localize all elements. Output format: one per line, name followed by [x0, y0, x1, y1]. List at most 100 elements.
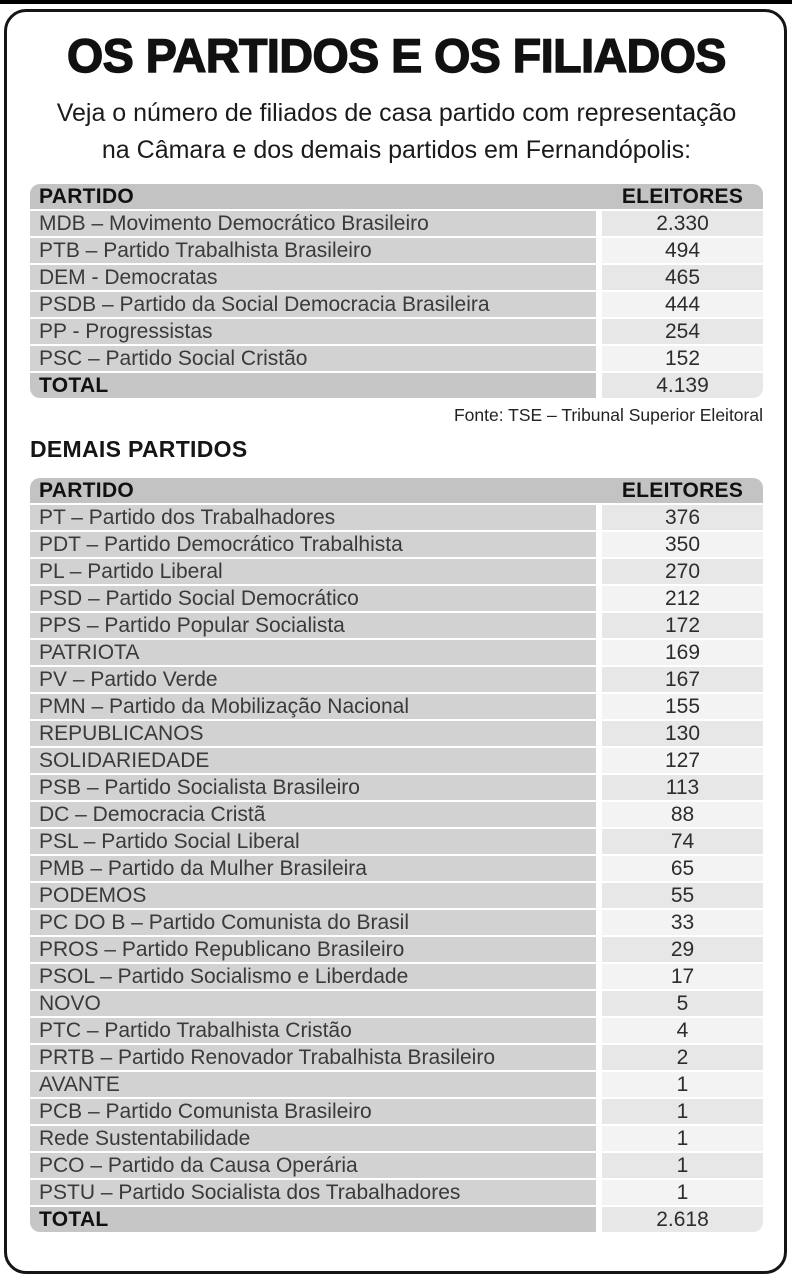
party-name-cell: PT – Partido dos Trabalhadores: [30, 505, 596, 530]
table-header-row: PARTIDO ELEITORES: [30, 478, 763, 503]
voters-count-cell: 494: [596, 238, 763, 263]
table-row: PMN – Partido da Mobilização Nacional 155: [30, 694, 763, 719]
party-name-cell: PSOL – Partido Socialismo e Liberdade: [30, 964, 596, 989]
party-name-cell: PODEMOS: [30, 883, 596, 908]
table-row: PV – Partido Verde 167: [30, 667, 763, 692]
party-name-cell: PRTB – Partido Renovador Trabalhista Bra…: [30, 1045, 596, 1070]
party-name-cell: PCO – Partido da Causa Operária: [30, 1153, 596, 1178]
party-name-cell: NOVO: [30, 991, 596, 1016]
party-name-cell: PPS – Partido Popular Socialista: [30, 613, 596, 638]
table-row: DEM - Democratas 465: [30, 265, 763, 290]
table-row: PSOL – Partido Socialismo e Liberdade 17: [30, 964, 763, 989]
table-row: PSL – Partido Social Liberal 74: [30, 829, 763, 854]
voters-count-cell: 167: [596, 667, 763, 692]
party-name-cell: PP - Progressistas: [30, 319, 596, 344]
party-name-cell: DEM - Democratas: [30, 265, 596, 290]
party-name-cell: PSB – Partido Socialista Brasileiro: [30, 775, 596, 800]
party-name-cell: PSC – Partido Social Cristão: [30, 346, 596, 371]
voters-count-cell: 2.330: [596, 211, 763, 236]
voters-count-cell: 152: [596, 346, 763, 371]
table-row: PODEMOS 55: [30, 883, 763, 908]
party-name-cell: PROS – Partido Republicano Brasileiro: [30, 937, 596, 962]
table-row: PSTU – Partido Socialista dos Trabalhado…: [30, 1180, 763, 1205]
voters-count-cell: 169: [596, 640, 763, 665]
table-row: PTB – Partido Trabalhista Brasileiro 494: [30, 238, 763, 263]
party-name-cell: AVANTE: [30, 1072, 596, 1097]
table-row: AVANTE 1: [30, 1072, 763, 1097]
table-row: PL – Partido Liberal 270: [30, 559, 763, 584]
total-label-cell: TOTAL: [30, 1207, 596, 1232]
total-value-cell: 4.139: [596, 373, 763, 398]
voters-count-cell: 172: [596, 613, 763, 638]
voters-count-cell: 254: [596, 319, 763, 344]
party-name-cell: PSL – Partido Social Liberal: [30, 829, 596, 854]
party-name-cell: PCB – Partido Comunista Brasileiro: [30, 1099, 596, 1124]
voters-count-cell: 33: [596, 910, 763, 935]
infographic-frame: OS PARTIDOS E OS FILIADOS Veja o número …: [4, 9, 787, 1274]
voters-count-cell: 1: [596, 1180, 763, 1205]
table-row: DC – Democracia Cristã 88: [30, 802, 763, 827]
voters-count-cell: 444: [596, 292, 763, 317]
voters-count-cell: 127: [596, 748, 763, 773]
table-row: PSD – Partido Social Democrático 212: [30, 586, 763, 611]
top-edge-bar: [0, 0, 792, 4]
party-name-cell: REPUBLICANOS: [30, 721, 596, 746]
voters-count-cell: 17: [596, 964, 763, 989]
page-subtitle: Veja o número de filiados de casa partid…: [30, 95, 763, 169]
table-row: MDB – Movimento Democrático Brasileiro 2.…: [30, 211, 763, 236]
source-credit: Fonte: TSE – Tribunal Superior Eleitoral: [453, 405, 763, 425]
party-name-cell: PTB – Partido Trabalhista Brasileiro: [30, 238, 596, 263]
table-row: PPS – Partido Popular Socialista 172: [30, 613, 763, 638]
party-name-cell: PSDB – Partido da Social Democracia Bras…: [30, 292, 596, 317]
voters-count-cell: 1: [596, 1126, 763, 1151]
voters-count-cell: 55: [596, 883, 763, 908]
table-row: PSC – Partido Social Cristão 152: [30, 346, 763, 371]
table-row: REPUBLICANOS 130: [30, 721, 763, 746]
table-header-row: PARTIDO ELEITORES: [30, 184, 763, 209]
table-row: PCB – Partido Comunista Brasileiro 1: [30, 1099, 763, 1124]
total-value-cell: 2.618: [596, 1207, 763, 1232]
voters-count-cell: 5: [596, 991, 763, 1016]
total-row: TOTAL 2.618: [30, 1207, 763, 1232]
table-row: Rede Sustentabilidade 1: [30, 1126, 763, 1151]
voters-count-cell: 88: [596, 802, 763, 827]
party-name-cell: Rede Sustentabilidade: [30, 1126, 596, 1151]
voters-count-cell: 4: [596, 1018, 763, 1043]
column-header-partido: PARTIDO: [30, 184, 596, 209]
voters-count-cell: 74: [596, 829, 763, 854]
voters-count-cell: 270: [596, 559, 763, 584]
column-header-eleitores: ELEITORES: [596, 478, 763, 503]
party-name-cell: PSD – Partido Social Democrático: [30, 586, 596, 611]
table-row: PATRIOTA 169: [30, 640, 763, 665]
voters-count-cell: 113: [596, 775, 763, 800]
column-header-partido: PARTIDO: [30, 478, 596, 503]
voters-count-cell: 376: [596, 505, 763, 530]
party-name-cell: PSTU – Partido Socialista dos Trabalhado…: [30, 1180, 596, 1205]
voters-count-cell: 65: [596, 856, 763, 881]
table-row: PROS – Partido Republicano Brasileiro 29: [30, 937, 763, 962]
voters-count-cell: 155: [596, 694, 763, 719]
table-row: NOVO 5: [30, 991, 763, 1016]
table-row: PCO – Partido da Causa Operária 1: [30, 1153, 763, 1178]
party-name-cell: PL – Partido Liberal: [30, 559, 596, 584]
table-row: PTC – Partido Trabalhista Cristão 4: [30, 1018, 763, 1043]
party-name-cell: PV – Partido Verde: [30, 667, 596, 692]
page-title: OS PARTIDOS E OS FILIADOS: [66, 28, 727, 82]
voters-count-cell: 1: [596, 1099, 763, 1124]
voters-count-cell: 2: [596, 1045, 763, 1070]
voters-count-cell: 350: [596, 532, 763, 557]
voters-count-cell: 29: [596, 937, 763, 962]
party-name-cell: DC – Democracia Cristã: [30, 802, 596, 827]
voters-count-cell: 130: [596, 721, 763, 746]
subtitle-line-2: na Câmara e dos demais partidos em Ferna…: [101, 136, 692, 164]
voters-count-cell: 1: [596, 1153, 763, 1178]
party-name-cell: PMN – Partido da Mobilização Nacional: [30, 694, 596, 719]
other-parties-table: PARTIDO ELEITORES PT – Partido dos Traba…: [30, 476, 763, 1234]
table-row: PSDB – Partido da Social Democracia Bras…: [30, 292, 763, 317]
table-row: PDT – Partido Democrático Trabalhista 350: [30, 532, 763, 557]
table-row: PSB – Partido Socialista Brasileiro 113: [30, 775, 763, 800]
party-name-cell: PTC – Partido Trabalhista Cristão: [30, 1018, 596, 1043]
voters-count-cell: 1: [596, 1072, 763, 1097]
table-row: PT – Partido dos Trabalhadores 376: [30, 505, 763, 530]
party-name-cell: MDB – Movimento Democrático Brasileiro: [30, 211, 596, 236]
